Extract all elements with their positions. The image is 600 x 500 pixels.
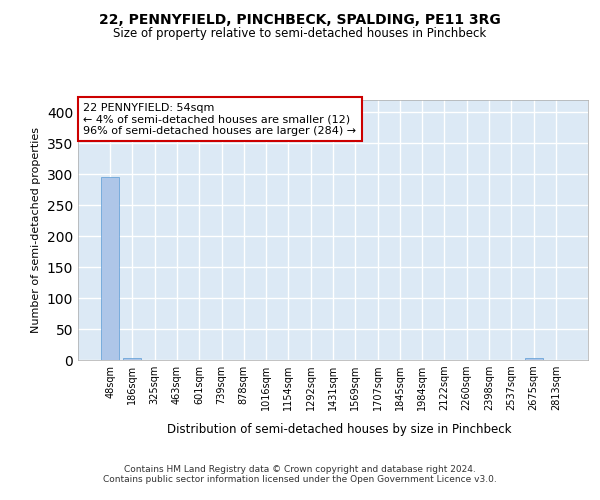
Y-axis label: Number of semi-detached properties: Number of semi-detached properties [31,127,41,333]
Text: Size of property relative to semi-detached houses in Pinchbeck: Size of property relative to semi-detach… [113,28,487,40]
Bar [101,177,119,360]
Text: 22 PENNYFIELD: 54sqm
← 4% of semi-detached houses are smaller (12)
96% of semi-d: 22 PENNYFIELD: 54sqm ← 4% of semi-detach… [83,102,356,136]
Bar [124,358,142,360]
Text: Distribution of semi-detached houses by size in Pinchbeck: Distribution of semi-detached houses by … [167,422,511,436]
Text: 22, PENNYFIELD, PINCHBECK, SPALDING, PE11 3RG: 22, PENNYFIELD, PINCHBECK, SPALDING, PE1… [99,12,501,26]
Bar [524,358,542,360]
Text: Contains HM Land Registry data © Crown copyright and database right 2024.
Contai: Contains HM Land Registry data © Crown c… [103,465,497,484]
